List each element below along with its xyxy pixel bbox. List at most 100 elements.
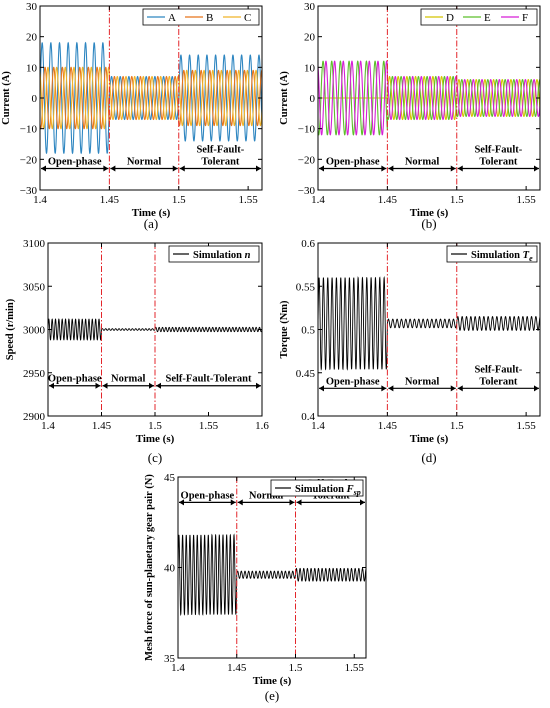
y-tick-label-c: 3050 (23, 281, 46, 293)
panel-caption-b: (b) (421, 216, 436, 231)
series-line-b-2 (318, 60, 540, 136)
region-arrowhead-right (172, 165, 178, 172)
legend-c: Simulation n (168, 245, 260, 263)
region-label-b-0: Open-phase (326, 157, 380, 168)
y-tick-label-a: −30 (20, 185, 38, 197)
region-label-d-2: Self-Fault-Tolerant (474, 364, 522, 387)
legend-b: D E F (420, 8, 538, 26)
region-arrowhead-right (95, 382, 101, 389)
y-tick-label-b: 30 (304, 1, 316, 13)
y-axis-label-d: Torque (Nm) (279, 300, 290, 359)
y-tick-label-d: 0.5 (301, 325, 315, 337)
region-arrowhead-right (103, 165, 109, 172)
x-tick-label-c: 1.45 (92, 420, 112, 432)
x-tick-label-e: 1.4 (171, 662, 185, 674)
region-arrowhead-left (179, 165, 185, 172)
series-line-e-0 (178, 533, 366, 617)
region-label-c-1: Normal (111, 374, 145, 385)
y-tick-label-d: 0.55 (296, 281, 316, 293)
region-arrowhead-left (110, 165, 116, 172)
region-label-c-2: Self-Fault-Tolerant (166, 374, 252, 385)
y-axis-label-c: Speed (r/min) (5, 298, 16, 360)
chart-panel-e: Open-phaseNormalSelf-Fault-Tolerant1.41.… (144, 472, 367, 703)
x-tick-label-b: 1.45 (378, 194, 398, 206)
x-tick-label-a: 1.45 (100, 194, 120, 206)
panel-caption-c: (c) (148, 450, 162, 465)
legend-e: Simulation Fsp (270, 479, 364, 497)
y-tick-label-d: 0.6 (301, 238, 315, 250)
x-axis-label-b: Time (s) (410, 207, 449, 219)
region-label-a-2: Self-Fault-Tolerant (196, 145, 244, 168)
y-axis-label-b: Current (A) (279, 71, 290, 125)
x-tick-label-e: 1.55 (345, 662, 365, 674)
region-arrowhead-left (319, 385, 324, 392)
region-label-b-1: Normal (405, 157, 439, 168)
legend-label-d: Simulation Te (471, 250, 533, 263)
y-tick-label-e: 40 (164, 563, 176, 575)
region-arrowhead-left (41, 165, 46, 172)
region-arrowhead-left (457, 385, 463, 392)
region-arrowhead-right (381, 385, 387, 392)
y-tick-label-e: 35 (164, 653, 176, 665)
y-tick-label-a: −20 (20, 154, 38, 166)
x-tick-label-a: 1.4 (33, 194, 47, 206)
x-tick-label-b: 1.4 (311, 194, 325, 206)
y-tick-label-b: −30 (298, 185, 316, 197)
panel-caption-e: (e) (265, 688, 279, 703)
y-tick-label-b: −20 (298, 154, 316, 166)
series-line-b-0 (318, 75, 540, 121)
x-tick-label-d: 1.5 (450, 420, 464, 432)
x-axis-label-a: Time (s) (132, 207, 171, 219)
x-tick-label-c: 1.6 (255, 420, 269, 432)
legend-d: Simulation Te (446, 245, 538, 263)
legend-label-b-0: D (446, 12, 454, 24)
legend-box-c (168, 245, 260, 263)
y-tick-label-b: −10 (298, 124, 316, 136)
series-line-a-0 (40, 41, 262, 155)
region-arrowhead-right (534, 385, 539, 392)
x-tick-label-e: 1.5 (289, 662, 303, 674)
region-arrowhead-left (49, 382, 54, 389)
x-tick-label-a: 1.55 (239, 194, 259, 206)
x-tick-label-c: 1.5 (148, 420, 162, 432)
y-tick-label-c: 2900 (23, 411, 46, 423)
axes-frame-d (317, 242, 541, 417)
region-arrowhead-right (360, 499, 365, 506)
region-label-e-0: Open-phase (181, 490, 235, 501)
y-tick-label-b: 10 (304, 62, 316, 74)
legend-box-d (446, 245, 538, 263)
x-tick-label-e: 1.45 (227, 662, 247, 674)
region-arrowhead-left (156, 382, 161, 389)
axes-frame-e (177, 476, 367, 659)
legend-label-a-2: C (244, 12, 251, 24)
y-tick-label-c: 3000 (23, 325, 46, 337)
series-line-d-0 (318, 276, 540, 371)
region-label-a-1: Normal (127, 157, 161, 168)
region-arrowhead-left (296, 499, 302, 506)
y-tick-label-a: 30 (26, 1, 38, 13)
x-tick-label-c: 1.4 (41, 420, 55, 432)
x-axis-label-e: Time (s) (253, 675, 292, 687)
panel-caption-d: (d) (421, 450, 436, 465)
x-axis-label-d: Time (s) (410, 433, 449, 445)
region-arrowhead-left (388, 385, 394, 392)
chart-panel-a: Open-phase Normal Self-Fault-Tolerant 1.4 1.… (1, 1, 263, 231)
x-tick-label-c: 1.55 (199, 420, 219, 432)
region-arrowhead-left (457, 165, 463, 172)
x-tick-label-b: 1.5 (450, 194, 464, 206)
region-arrowhead-right (381, 165, 387, 172)
region-arrowhead-left (319, 165, 324, 172)
legend-label-a-0: A (168, 12, 176, 24)
region-arrowhead-right (256, 165, 261, 172)
legend-label-a-1: B (206, 12, 213, 24)
region-label-d-0: Open-phase (326, 376, 380, 387)
chart-panel-c: Open-phase Normal Self-Fault-Tolerant 1.4 1.… (5, 238, 269, 465)
panel-caption-a: (a) (144, 216, 158, 231)
legend-box-e (270, 479, 364, 497)
region-arrowhead-right (534, 165, 539, 172)
x-tick-label-d: 1.4 (311, 420, 325, 432)
x-tick-label-a: 1.5 (172, 194, 186, 206)
region-arrowhead-right (450, 165, 456, 172)
x-axis-label-c: Time (s) (136, 433, 175, 445)
